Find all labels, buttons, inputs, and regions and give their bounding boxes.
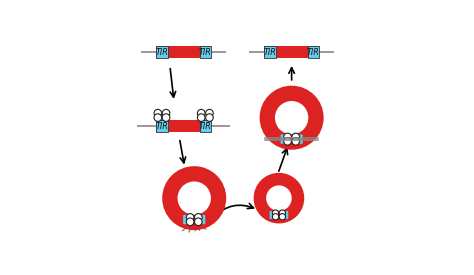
Circle shape — [279, 214, 285, 220]
FancyBboxPatch shape — [270, 211, 274, 219]
Text: TIR: TIR — [155, 122, 168, 131]
Circle shape — [162, 114, 170, 121]
Bar — [156, 46, 211, 58]
FancyBboxPatch shape — [183, 215, 189, 224]
Circle shape — [154, 114, 162, 121]
Text: TIR: TIR — [307, 48, 319, 57]
Circle shape — [198, 114, 205, 121]
Circle shape — [162, 109, 170, 117]
FancyBboxPatch shape — [200, 215, 205, 224]
Text: TIR: TIR — [199, 122, 212, 131]
Text: TIR: TIR — [155, 48, 168, 57]
Bar — [264, 46, 319, 58]
Text: TIR: TIR — [264, 48, 276, 57]
Circle shape — [292, 138, 300, 145]
Bar — [156, 120, 211, 132]
Bar — [308, 46, 319, 58]
FancyBboxPatch shape — [283, 211, 288, 219]
Circle shape — [194, 218, 202, 226]
FancyBboxPatch shape — [297, 134, 303, 144]
Bar — [156, 120, 168, 132]
Text: TIR: TIR — [199, 48, 212, 57]
Circle shape — [284, 138, 292, 145]
Circle shape — [206, 109, 213, 117]
Circle shape — [198, 109, 205, 117]
Circle shape — [279, 210, 285, 216]
Circle shape — [284, 133, 292, 141]
Circle shape — [273, 210, 279, 216]
Bar — [200, 46, 211, 58]
Circle shape — [273, 214, 279, 220]
Circle shape — [292, 133, 300, 141]
Circle shape — [154, 109, 162, 117]
Bar — [264, 46, 276, 58]
Bar — [156, 46, 168, 58]
Circle shape — [206, 114, 213, 121]
Circle shape — [194, 214, 202, 221]
Circle shape — [186, 218, 194, 226]
FancyBboxPatch shape — [281, 134, 286, 144]
Circle shape — [186, 214, 194, 221]
Bar — [200, 120, 211, 132]
